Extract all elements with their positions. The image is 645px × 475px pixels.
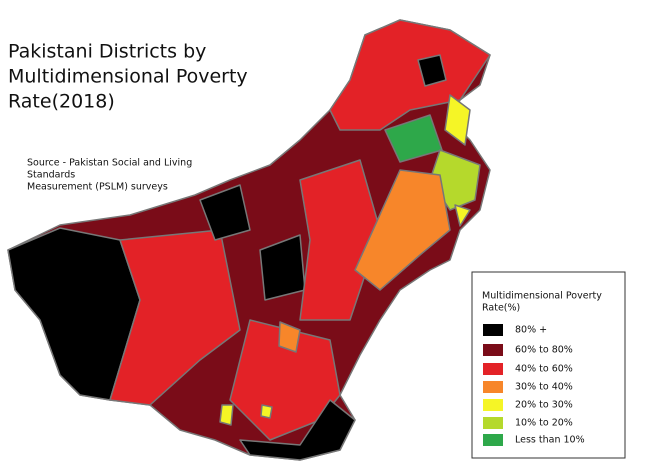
legend-swatch [483, 381, 503, 393]
legend-label: 20% to 30% [515, 400, 573, 411]
region [417, 54, 447, 87]
legend-label: 40% to 60% [515, 364, 573, 375]
source: Standards [27, 170, 75, 181]
title: Pakistani Districts by [8, 41, 206, 63]
legend-label: 30% to 40% [515, 382, 573, 393]
legend-swatch [483, 399, 503, 411]
region [7, 227, 141, 401]
region [219, 404, 234, 426]
region [329, 19, 491, 131]
region [444, 94, 471, 146]
region [354, 169, 451, 291]
region [260, 404, 273, 419]
region [109, 229, 241, 406]
source: Source - Pakistan Social and Living [27, 158, 192, 169]
region [199, 184, 251, 241]
legend-label: 80% + [515, 325, 547, 336]
legend-label: Less than 10% [515, 435, 585, 446]
legend-title: Multidimensional Poverty [482, 291, 602, 302]
legend-label: 60% to 80% [515, 345, 573, 356]
legend-swatch [483, 417, 503, 429]
legend-swatch [483, 344, 503, 356]
legend-swatch [483, 363, 503, 375]
region [454, 204, 471, 227]
title: Rate(2018) [8, 91, 115, 113]
legend-title: Rate(%) [482, 303, 520, 314]
legend-swatch [483, 324, 503, 336]
legend-swatch [483, 434, 503, 446]
pakistan-map [7, 19, 491, 461]
title: Multidimensional Poverty [8, 66, 248, 88]
source: Measurement (PSLM) surveys [27, 182, 168, 193]
region [278, 321, 301, 353]
region [299, 159, 381, 321]
legend-label: 10% to 20% [515, 418, 573, 429]
region [239, 399, 356, 461]
